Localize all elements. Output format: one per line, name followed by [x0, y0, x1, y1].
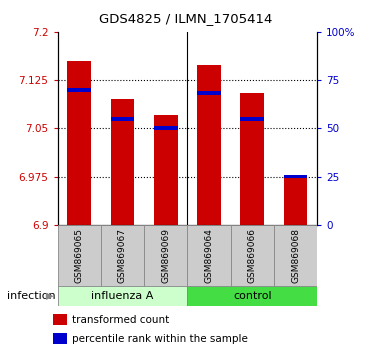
- Text: GSM869068: GSM869068: [291, 228, 300, 283]
- Bar: [58, 225, 101, 287]
- Text: GSM869067: GSM869067: [118, 228, 127, 283]
- Bar: [240, 117, 264, 121]
- Bar: [240, 93, 264, 225]
- Text: GSM869065: GSM869065: [75, 228, 83, 283]
- Bar: [197, 91, 221, 95]
- Bar: [144, 225, 187, 287]
- Bar: [67, 61, 91, 225]
- Bar: [101, 225, 144, 287]
- Bar: [284, 175, 308, 178]
- Bar: [187, 286, 317, 306]
- Text: transformed count: transformed count: [72, 315, 170, 325]
- Bar: [274, 225, 317, 287]
- Bar: [154, 115, 178, 225]
- Bar: [111, 99, 134, 225]
- Bar: [53, 314, 68, 325]
- Bar: [58, 286, 187, 306]
- Text: GSM869069: GSM869069: [161, 228, 170, 283]
- Text: infection: infection: [7, 291, 56, 301]
- Text: GSM869064: GSM869064: [204, 228, 213, 283]
- Text: GSM869066: GSM869066: [248, 228, 257, 283]
- Text: control: control: [233, 291, 272, 301]
- Bar: [187, 225, 231, 287]
- Text: percentile rank within the sample: percentile rank within the sample: [72, 334, 248, 344]
- Bar: [154, 126, 178, 130]
- Text: GDS4825 / ILMN_1705414: GDS4825 / ILMN_1705414: [99, 12, 272, 25]
- Text: influenza A: influenza A: [91, 291, 154, 301]
- Bar: [53, 333, 68, 344]
- Bar: [67, 88, 91, 92]
- Bar: [111, 117, 134, 121]
- Bar: [284, 177, 308, 225]
- Bar: [231, 225, 274, 287]
- Bar: [197, 65, 221, 225]
